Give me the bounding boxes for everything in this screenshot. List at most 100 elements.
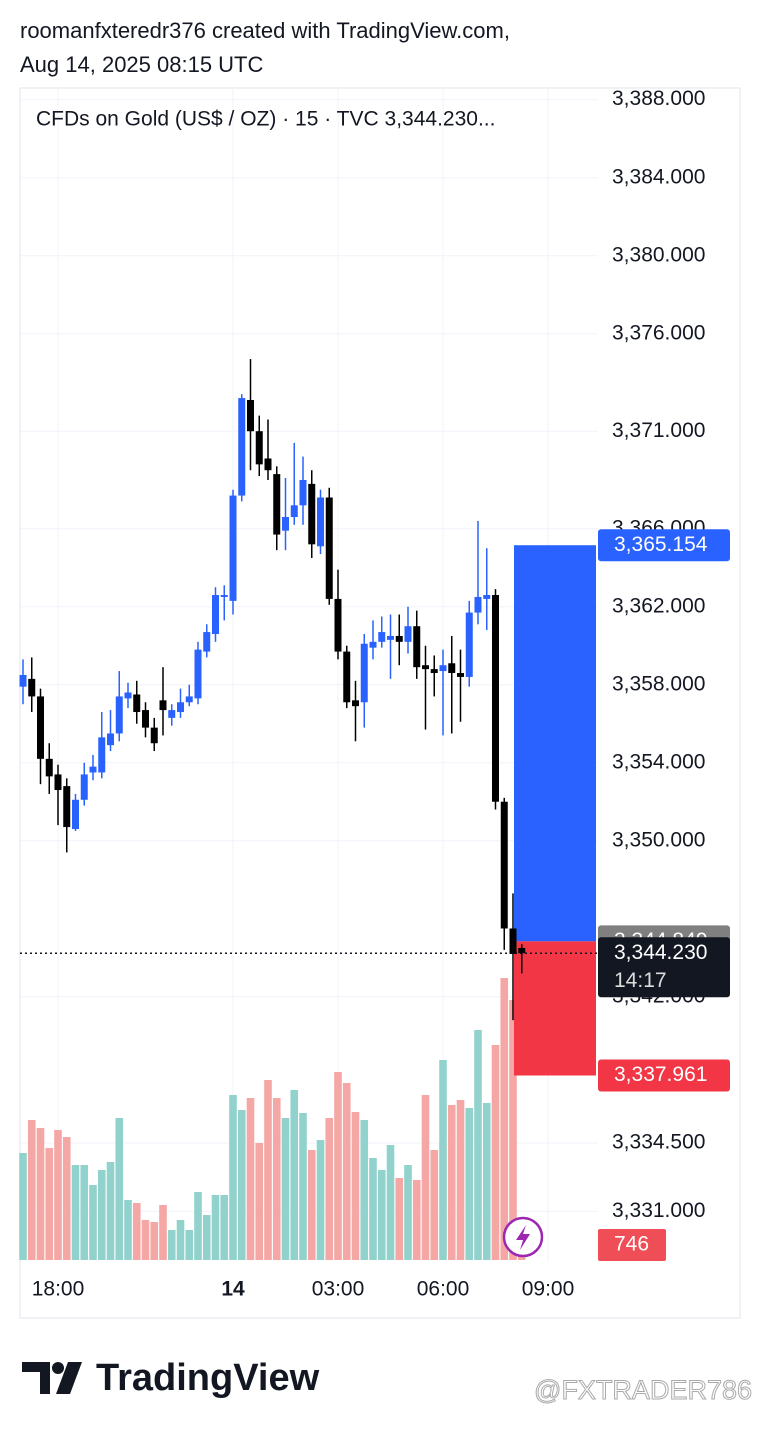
candle-body <box>518 947 526 954</box>
target-zone <box>514 545 596 942</box>
candle-body <box>220 595 228 597</box>
volume-bar <box>386 1145 395 1260</box>
volume-bar <box>141 1220 150 1260</box>
x-tick-label: 06:00 <box>417 1278 470 1301</box>
candle-body <box>168 710 176 718</box>
volume-bar <box>430 1150 439 1260</box>
volume-bar <box>89 1185 97 1260</box>
volume-bar <box>281 1118 290 1260</box>
volume-bar <box>80 1165 89 1260</box>
volume-bar <box>211 1195 220 1260</box>
volume-bar <box>150 1222 159 1260</box>
candle-body <box>299 479 307 506</box>
volume-bar <box>255 1143 264 1260</box>
volume-bar <box>194 1192 202 1260</box>
candle-body <box>159 700 167 711</box>
candle-body <box>413 626 421 668</box>
volume-bar <box>132 1203 141 1260</box>
pane-frame <box>19 87 741 1319</box>
price-label-box <box>598 529 730 562</box>
volume-bar <box>176 1220 185 1260</box>
price-label: 3,344.230 <box>614 941 707 964</box>
y-tick-label: 3,384.000 <box>612 165 705 188</box>
candle-body <box>430 669 438 674</box>
candle-body <box>255 431 263 465</box>
volume-bar <box>36 1128 45 1260</box>
countdown: 14:17 <box>614 969 667 992</box>
volume-bar <box>509 1000 517 1260</box>
volume-bar <box>447 1105 456 1260</box>
x-tick-label: 03:00 <box>312 1278 365 1301</box>
y-tick-label: 3,350.000 <box>612 828 705 851</box>
volume-bar <box>299 1113 307 1260</box>
candle-body <box>115 696 123 734</box>
candle-body <box>273 474 281 535</box>
candle-body <box>474 596 482 613</box>
y-tick-label: 3,380.000 <box>612 243 705 266</box>
x-tick-label: 18:00 <box>32 1278 85 1301</box>
candle-body <box>238 398 246 496</box>
volume-label-box <box>598 1229 666 1261</box>
alert-icon-bolt <box>516 1225 530 1250</box>
candle-body <box>247 400 254 432</box>
y-tick-label: 3,388.000 <box>612 87 705 110</box>
y-tick-label: 3,334.500 <box>612 1131 705 1154</box>
volume-bar <box>482 1103 491 1260</box>
watermark: @FXTRADER786 <box>534 1375 752 1405</box>
volume-bar <box>474 1030 482 1260</box>
volume-bar <box>106 1162 115 1260</box>
candle-body <box>203 632 211 652</box>
candle-body <box>185 696 193 703</box>
candle-body <box>325 497 333 599</box>
candle-body <box>395 635 403 642</box>
candle-body <box>343 651 351 703</box>
candle-body <box>150 727 158 744</box>
price-label: 3,337.961 <box>614 1063 707 1086</box>
candle-body <box>483 595 491 599</box>
price-label-box <box>598 1059 730 1092</box>
x-tick-label: 09:00 <box>522 1278 575 1301</box>
volume-bar <box>351 1112 360 1260</box>
volume-bar <box>159 1205 167 1260</box>
volume-bar <box>272 1098 281 1260</box>
stop-zone <box>514 941 596 1076</box>
candle-body <box>422 665 429 670</box>
volume-bar <box>185 1230 194 1260</box>
candle-body <box>142 710 149 728</box>
candle-body <box>37 696 44 759</box>
candle-body <box>98 737 106 773</box>
volume-bar <box>412 1180 421 1260</box>
candle-body <box>282 517 289 531</box>
candle-body <box>308 483 316 545</box>
candle-body <box>124 692 132 699</box>
candle-body <box>378 632 386 642</box>
y-tick-label: 3,362.000 <box>612 594 705 617</box>
volume-bar <box>27 1120 36 1260</box>
volume-bar <box>500 978 509 1260</box>
price-label: 3,365.154 <box>614 533 708 556</box>
volume-bar <box>307 1150 316 1260</box>
volume-bar <box>465 1108 474 1260</box>
volume-bar <box>421 1095 430 1260</box>
volume-bar <box>202 1215 211 1260</box>
header-line: Aug 14, 2025 08:15 UTC <box>20 52 263 77</box>
volume-bar <box>246 1098 255 1260</box>
candle-body <box>448 663 456 674</box>
volume-bar <box>316 1140 325 1260</box>
candle-body <box>45 758 53 777</box>
volume-bar <box>342 1083 351 1260</box>
candle-body <box>229 495 237 601</box>
volume-bar <box>369 1158 377 1260</box>
candle-body <box>387 635 394 640</box>
volume-label: 746 <box>614 1233 649 1256</box>
y-tick-label: 3,376.000 <box>612 321 705 344</box>
volume-bar <box>290 1090 299 1260</box>
candle-body <box>177 702 184 713</box>
volume-bar <box>395 1178 404 1260</box>
candle-body <box>19 674 27 687</box>
candle-body <box>465 612 473 677</box>
candle-body <box>500 801 508 929</box>
candle-body <box>317 497 324 547</box>
volume-bar <box>19 1153 27 1260</box>
